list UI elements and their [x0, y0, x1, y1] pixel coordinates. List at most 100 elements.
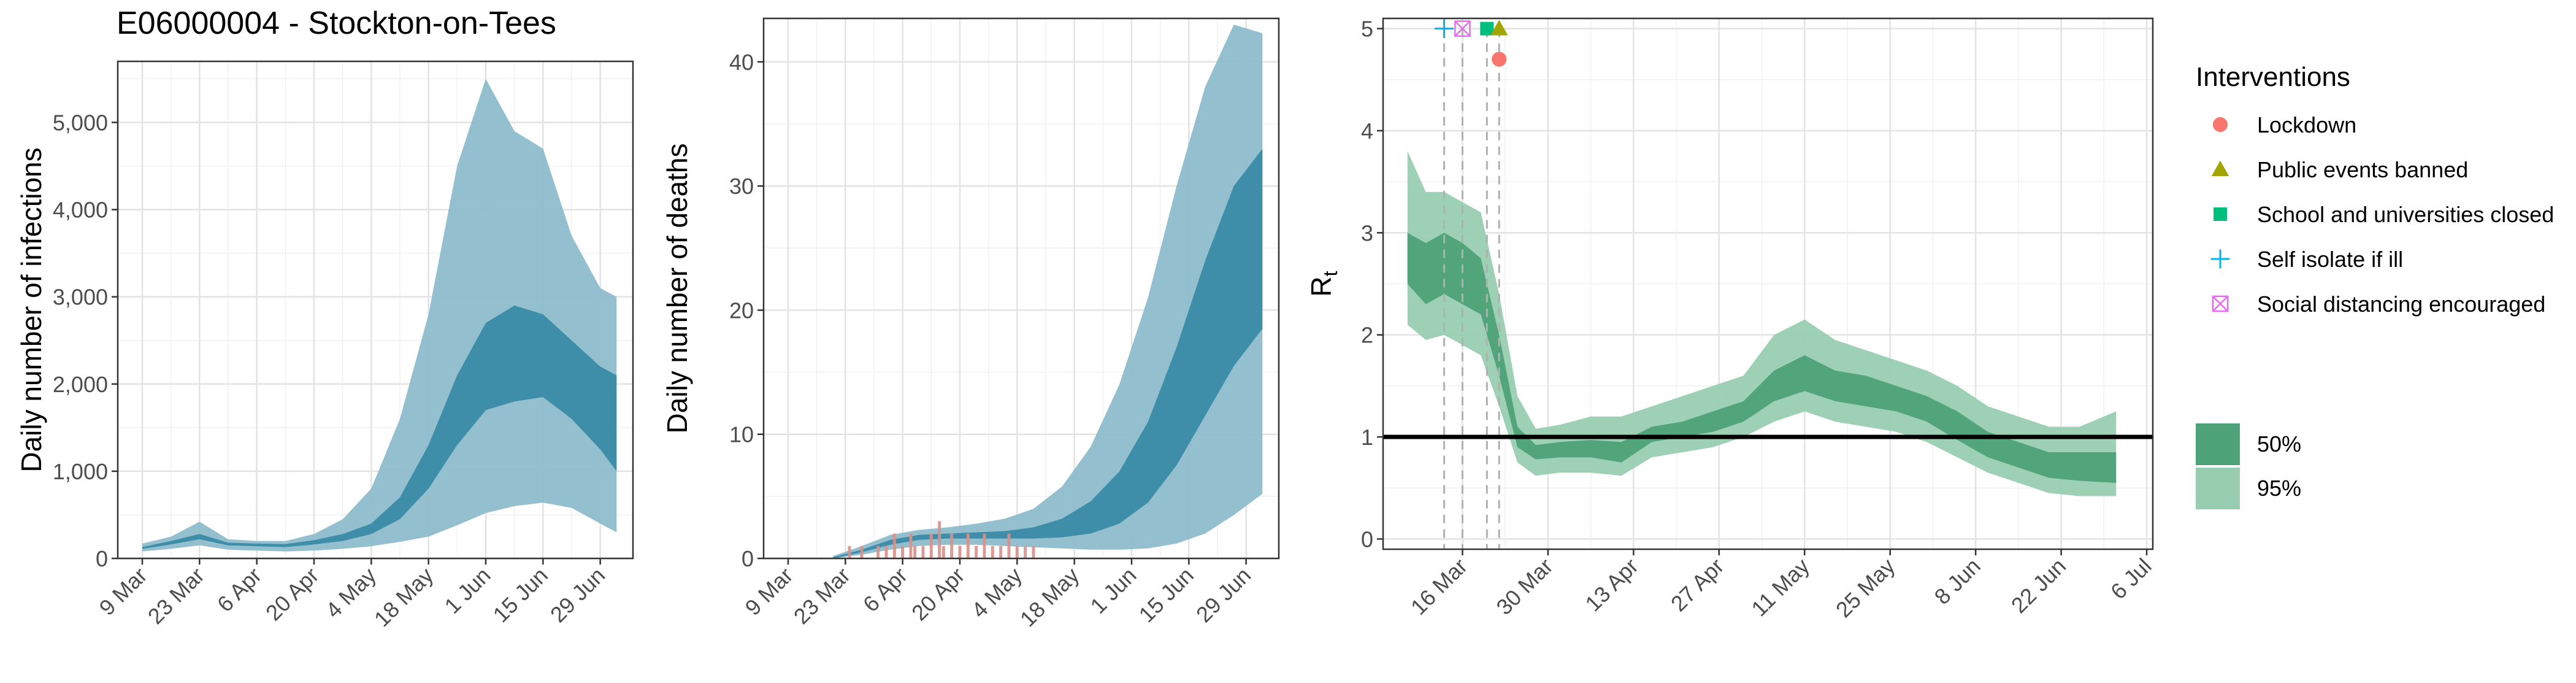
legend-marker: [2211, 160, 2229, 176]
y-tick-label: 40: [729, 50, 754, 75]
observed-deaths-bar: [966, 533, 970, 558]
observed-deaths-bar: [929, 533, 933, 558]
observed-deaths-bar: [901, 546, 905, 558]
observed-deaths-bar: [909, 533, 913, 558]
x-tick-label: 23 Mar: [789, 563, 855, 629]
y-axis-label-subscript: t: [1319, 271, 1341, 276]
band-50: [833, 149, 1263, 558]
rt-panel: 0 1 2 3 4 5 16 Mar 30 Mar 13 Apr 27 Apr 11 May 25 M…: [1305, 17, 2156, 623]
observed-deaths-bar: [991, 546, 994, 558]
panel-border: [117, 60, 634, 560]
y-tick-label: 10: [729, 422, 754, 447]
observed-deaths-bar: [975, 546, 978, 558]
legend-label: School and universities closed: [2257, 202, 2554, 227]
legend-swatch: [2196, 468, 2240, 509]
y-tick-label: 5,000: [53, 110, 108, 135]
observed-deaths-bar: [884, 546, 888, 558]
y-tick-label: 0: [1361, 527, 1373, 552]
legend-swatch: [2196, 423, 2240, 465]
y-tick-label: 1,000: [53, 459, 108, 484]
x-tick-label: 6 Apr: [858, 563, 912, 617]
observed-deaths-bar: [1024, 546, 1027, 558]
band-95: [142, 79, 617, 552]
x-tick-label: 1 Jun: [439, 563, 495, 619]
observed-deaths-bar: [950, 533, 954, 558]
legend-marker: [2212, 295, 2229, 312]
observed-deaths-bar: [1015, 546, 1019, 558]
x-tick-label: 15 Jun: [488, 563, 553, 627]
y-tick-label: 20: [729, 298, 754, 323]
x-tick-label: 18 May: [369, 563, 438, 631]
y-tick-label: 0: [742, 546, 754, 571]
legend-label: 50%: [2257, 431, 2301, 457]
y-axis-label: Daily number of infections: [15, 147, 47, 472]
legend-marker: [2210, 249, 2230, 269]
observed-deaths-bar: [913, 546, 917, 558]
legend-label: Self isolate if ill: [2257, 247, 2403, 272]
legend-label: Lockdown: [2257, 112, 2356, 137]
observed-deaths-bar: [860, 546, 864, 558]
y-tick-label: 30: [729, 174, 754, 199]
x-tick-label: 6 Jul: [2106, 554, 2156, 604]
panel-border: [762, 17, 1280, 560]
observed-deaths-bar: [999, 546, 1003, 558]
chart-title: E06000004 - Stockton-on-Tees: [117, 6, 556, 41]
panel-border: [1382, 17, 2154, 550]
x-tick-label: 22 Jun: [2006, 554, 2071, 618]
observed-deaths-bar: [876, 546, 880, 558]
x-tick-label: 1 Jun: [1085, 563, 1141, 619]
x-tick-label: 29 Jun: [545, 563, 610, 627]
observed-deaths-bar: [983, 533, 986, 558]
x-tick-label: 25 May: [1831, 554, 1899, 622]
y-tick-label: 2,000: [53, 372, 108, 397]
observed-deaths-bar: [958, 546, 962, 558]
intervention-marker: [1490, 20, 1508, 36]
y-tick-label: 4: [1361, 118, 1373, 144]
x-tick-label: 20 Apr: [907, 563, 970, 626]
y-tick-label: 4,000: [53, 198, 108, 223]
y-tick-label: 1: [1361, 425, 1373, 450]
y-tick-label: 0: [96, 546, 108, 571]
legend-title: Interventions: [2196, 62, 2350, 92]
observed-deaths-bar: [1007, 533, 1011, 558]
observed-deaths-bar: [1032, 546, 1035, 558]
y-tick-label: 2: [1361, 323, 1373, 348]
x-tick-label: 23 Mar: [143, 563, 209, 629]
x-tick-label: 30 Mar: [1491, 554, 1557, 620]
x-tick-label: 27 Apr: [1666, 554, 1729, 617]
observed-deaths-bar: [848, 546, 851, 558]
legend: Interventions Lockdown Public events banne…: [2196, 62, 2554, 509]
legend-label: 95%: [2257, 476, 2301, 501]
legend-marker: [2214, 207, 2227, 221]
x-tick-label: 8 Jun: [1930, 554, 1985, 609]
legend-label: Social distancing encouraged: [2257, 291, 2545, 317]
x-tick-label: 15 Jun: [1134, 563, 1198, 627]
band-50: [1407, 233, 2117, 483]
intervention-marker: [1454, 20, 1471, 37]
y-axis-label: Daily number of deaths: [661, 143, 693, 433]
x-tick-label: 18 May: [1015, 563, 1084, 631]
x-tick-label: 11 May: [1746, 554, 1814, 622]
y-tick-label: 5: [1361, 17, 1373, 42]
intervention-marker: [1480, 21, 1494, 36]
x-tick-label: 6 Apr: [212, 563, 266, 617]
y-axis-label: Rt: [1305, 271, 1341, 296]
observed-deaths-bar: [921, 546, 925, 558]
intervention-marker: [1492, 52, 1507, 67]
observed-deaths-bar: [938, 521, 941, 558]
legend-marker: [2212, 117, 2228, 133]
y-tick-label: 3,000: [53, 285, 108, 310]
intervention-marker: [1435, 19, 1454, 39]
observed-deaths-bar: [892, 533, 896, 558]
x-tick-label: 13 Apr: [1580, 554, 1643, 617]
legend-label: Public events banned: [2257, 157, 2468, 182]
y-tick-label: 3: [1361, 220, 1373, 245]
band-50: [142, 305, 617, 549]
observed-deaths-bar: [941, 546, 945, 558]
x-tick-label: 16 Mar: [1406, 554, 1472, 620]
y-axis-label-main: R: [1305, 276, 1337, 296]
x-tick-label: 20 Apr: [261, 563, 324, 626]
